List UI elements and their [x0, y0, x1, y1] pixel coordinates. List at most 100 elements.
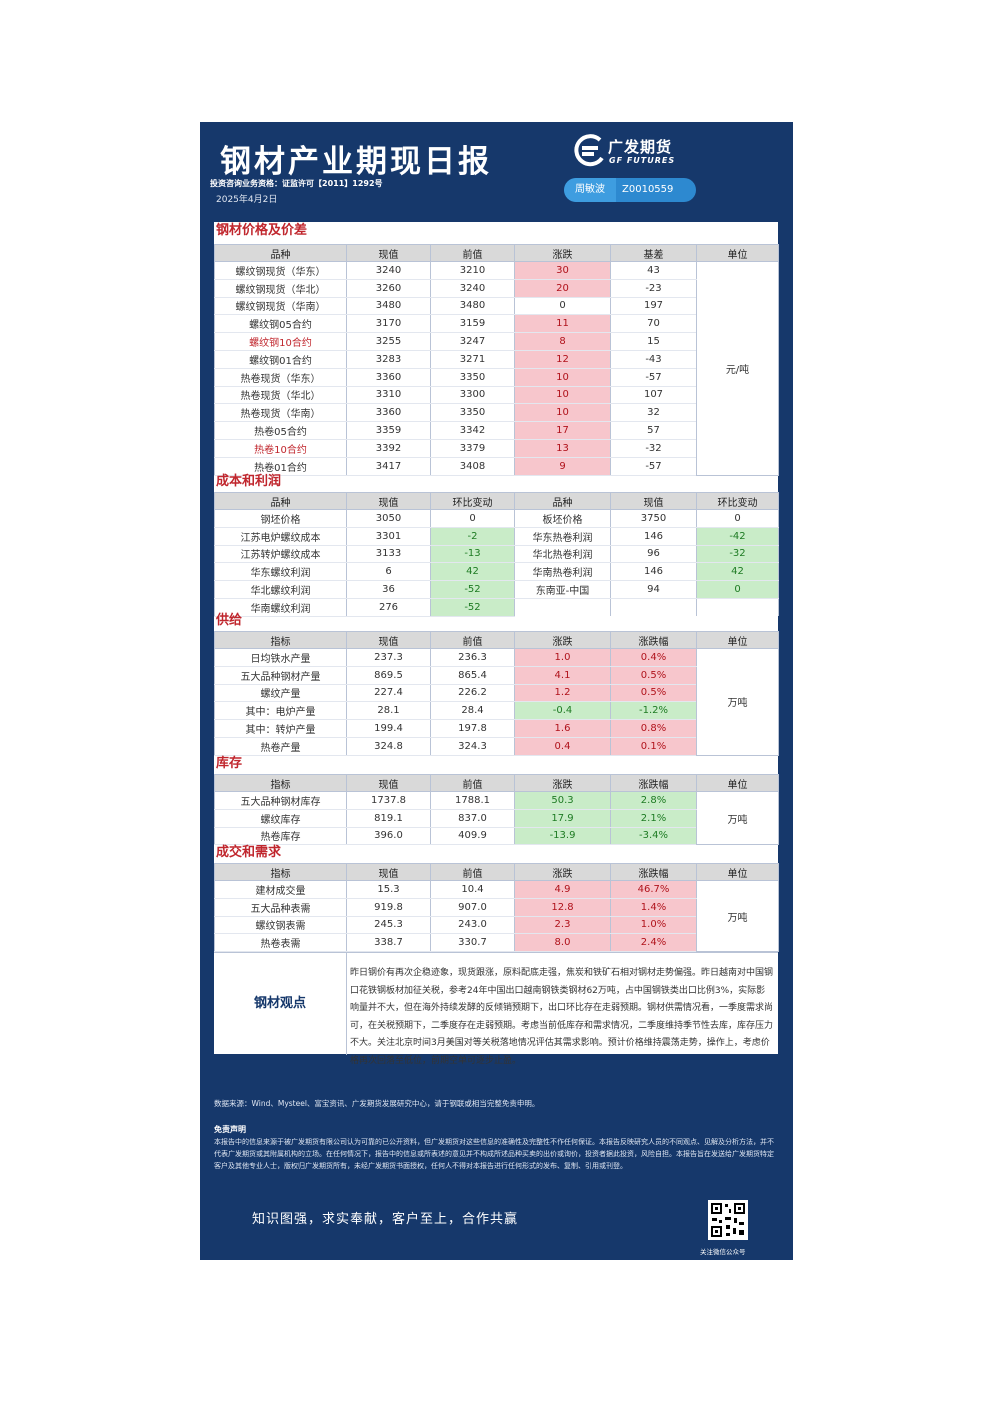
change-value: -32 [696, 545, 779, 564]
steel-view-box: 钢材观点 昨日钢价有再次企稳迹象，现货跟涨，原料配底走强，焦炭和铁矿石相对钢材走… [214, 952, 778, 1066]
current-value: 324.8 [346, 737, 431, 756]
current-value: 146 [610, 527, 697, 546]
table-row: 热卷库存 396.0 409.9 -13.9 -3.4% [214, 827, 779, 846]
row-name: 热卷10合约 [214, 439, 347, 458]
table-row: 热卷01合约 3417 3408 9 -57 [214, 457, 779, 476]
basis-value: 15 [610, 332, 697, 351]
row-name: 热卷库存 [214, 827, 347, 846]
column-header: 前值 [430, 774, 515, 792]
table-row: 热卷现货（华东） 3360 3350 10 -57 [214, 368, 779, 387]
column-header: 单位 [696, 244, 779, 262]
column-header: 基差 [610, 244, 697, 262]
column-header: 品种 [514, 492, 611, 510]
change-value: -13 [430, 545, 515, 564]
table-row: 螺纹钢05合约 3170 3159 11 70 [214, 314, 779, 334]
table-row: 螺纹钢现货（华北） 3260 3240 20 -23 [214, 279, 779, 298]
row-name: 五大品种钢材产量 [214, 666, 347, 685]
company-logo: 广发期货 GF FUTURES [570, 134, 690, 174]
change-value: -42 [696, 527, 779, 546]
previous-value: 236.3 [430, 648, 515, 667]
row-name: 钢坯价格 [214, 509, 347, 528]
column-header: 品种 [214, 244, 347, 262]
table-row: 螺纹钢01合约 3283 3271 12 -43 [214, 350, 779, 369]
table-row: 建材成交量 15.3 10.4 4.9 46.7% 万吨 [214, 880, 779, 953]
table-row: 热卷现货（华北） 3310 3300 10 107 [214, 386, 779, 405]
table-row: 螺纹钢10合约 3255 3247 8 15 [214, 332, 779, 351]
column-header: 环比变动 [430, 492, 515, 510]
previous-value: 837.0 [430, 809, 515, 828]
change-value: 1.6 [514, 719, 611, 738]
column-header: 指标 [214, 863, 347, 881]
change-value: 0 [430, 509, 515, 528]
previous-value: 3350 [430, 403, 515, 423]
inventory-table: 指标 现值 前值 涨跌 涨跌幅 单位 五大品种钢材库存 1737.8 1788.1 50.3 2.… [214, 774, 779, 846]
change-value: -2 [430, 527, 515, 546]
change-value: 4.1 [514, 666, 611, 685]
change-value: 11 [514, 314, 611, 334]
change-value: 12 [514, 350, 611, 369]
column-header: 涨跌幅 [610, 774, 697, 792]
change-percent: -3.4% [610, 827, 697, 846]
row-name: 热卷表需 [214, 933, 347, 953]
row-name: 华东热卷利润 [514, 527, 611, 546]
disclaimer-text: 本报告中的信息来源于被广发期货有限公司认为可靠的已公开资料，但广发期货对这些信息… [214, 1138, 774, 1170]
row-name: 板坯价格 [514, 509, 611, 528]
section-title-demand: 成交和需求 [216, 845, 282, 860]
row-name: 螺纹钢表需 [214, 916, 347, 935]
data-source: 数据来源：Wind、Mysteel、富宝资讯、广发期货发展研究中心，请于钢联或相… [214, 1099, 540, 1108]
previous-value: 3342 [430, 421, 515, 440]
change-percent: -1.2% [610, 701, 697, 721]
change-value: 0.4 [514, 737, 611, 756]
cost-table: 品种 现值 环比变动 品种 现值 环比变动 钢坯价格 3050 0 板坯价格 3750 0 江苏电炉螺… [214, 492, 779, 617]
column-header: 现值 [346, 631, 431, 649]
table-header-row: 品种 现值 前值 涨跌 基差 单位 [214, 244, 779, 262]
gf-logo-icon [574, 134, 604, 167]
change-percent: 0.5% [610, 684, 697, 703]
change-percent: 0.4% [610, 648, 697, 667]
previous-value: 3300 [430, 386, 515, 405]
row-name: 江苏电炉螺纹成本 [214, 527, 347, 546]
change-value: 9 [514, 457, 611, 476]
table-row: 热卷现货（华南） 3360 3350 10 32 [214, 403, 779, 423]
basis-value: 32 [610, 403, 697, 423]
change-percent: 1.4% [610, 898, 697, 917]
disclaimer-title: 免责声明 [214, 1125, 246, 1134]
change-value: 42 [696, 562, 779, 582]
basis-value: 197 [610, 297, 697, 316]
table-row: 钢坯价格 3050 0 板坯价格 3750 0 [214, 509, 779, 528]
analyst-name: 周敏波 [564, 178, 616, 202]
change-percent: 2.4% [610, 933, 697, 953]
change-value: 0 [514, 297, 611, 316]
qr-caption: 关注微信公众号 [700, 1248, 746, 1256]
column-header: 涨跌幅 [610, 631, 697, 649]
column-header: 涨跌 [514, 244, 611, 262]
row-name [514, 598, 611, 617]
section-title-cost: 成本和利润 [216, 474, 282, 489]
row-name: 日均铁水产量 [214, 648, 347, 667]
report-date: 2025年4月2日 [216, 195, 278, 205]
qr-code-icon [708, 1200, 748, 1240]
section-title-prices: 钢材价格及价差 [216, 223, 308, 238]
previous-value: 3379 [430, 439, 515, 458]
row-name: 华北热卷利润 [514, 545, 611, 564]
column-header: 现值 [610, 492, 697, 510]
table-row: 华东螺纹利润 6 42 华南热卷利润 146 42 [214, 562, 779, 582]
unit-label: 万吨 [696, 791, 779, 846]
current-value: 3240 [346, 261, 431, 280]
analyst-id: Z0010559 [622, 184, 674, 195]
logo-cn-text: 广发期货 [608, 138, 673, 156]
table-row: 热卷表需 338.7 330.7 8.0 2.4% [214, 933, 779, 953]
column-header: 现值 [346, 774, 431, 792]
table-row: 日均铁水产量 237.3 236.3 1.0 0.4% 万吨 [214, 648, 779, 756]
row-name: 螺纹产量 [214, 684, 347, 703]
change-value: -13.9 [514, 827, 611, 846]
table-row: 螺纹库存 819.1 837.0 17.9 2.1% [214, 809, 779, 828]
row-name: 螺纹钢现货（华东） [214, 261, 347, 280]
row-name: 华东螺纹利润 [214, 562, 347, 582]
table-row: 五大品种钢材产量 869.5 865.4 4.1 0.5% [214, 666, 779, 685]
row-name: 热卷产量 [214, 737, 347, 756]
row-name: 螺纹钢现货（华北） [214, 279, 347, 298]
company-slogan: 知识图强，求实奉献，客户至上，合作共赢 [252, 1212, 519, 1227]
unit-label: 元/吨 [696, 261, 779, 476]
current-value: 3260 [346, 279, 431, 298]
